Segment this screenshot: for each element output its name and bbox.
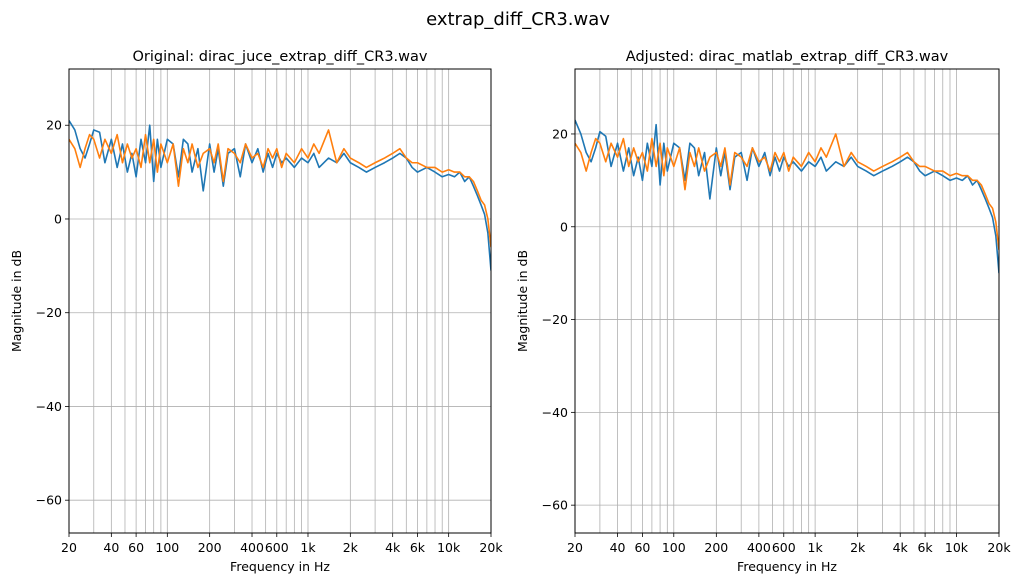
y-tick-label: −60 bbox=[36, 493, 62, 508]
right-panel: 20 40 60 100 200 400 600 1k 2k 4k 6k 10k 20k200−20−4… bbox=[515, 49, 1011, 574]
x-tick-label: 40 bbox=[103, 540, 119, 555]
x-tick-label: 60 bbox=[634, 540, 650, 555]
y-tick-label: −20 bbox=[36, 305, 62, 320]
figure-title: extrap_diff_CR3.wav bbox=[426, 9, 610, 30]
x-tick-label: 10k bbox=[437, 540, 461, 555]
x-tick-label: 20 bbox=[61, 540, 77, 555]
x-tick-label: 6k bbox=[410, 540, 426, 555]
x-tick-label: 10k bbox=[945, 540, 969, 555]
series-line-2 bbox=[575, 133, 999, 251]
left-panel: 20 40 60 100 200 400 600 1k 2k 4k 6k 10k 20k200−20−4… bbox=[9, 49, 503, 574]
x-tick-label: 2k bbox=[343, 540, 359, 555]
x-tick-label: 6k bbox=[917, 540, 933, 555]
x-tick-label: 1k bbox=[808, 540, 824, 555]
x-tick-label: 40 bbox=[610, 540, 626, 555]
x-tick-label: 4k bbox=[385, 540, 401, 555]
x-tick-label: 20k bbox=[479, 540, 503, 555]
x-tick-label: 200 bbox=[198, 540, 222, 555]
plot-area bbox=[69, 69, 491, 533]
x-tick-label: 200 bbox=[704, 540, 728, 555]
x-tick-label: 2k bbox=[850, 540, 866, 555]
y-axis-label: Magnitude in dB bbox=[515, 250, 530, 352]
x-axis-label: Frequency in Hz bbox=[230, 559, 330, 574]
x-tick-label: 60 bbox=[128, 540, 144, 555]
x-tick-label: 600 bbox=[265, 540, 289, 555]
y-tick-label: 20 bbox=[552, 126, 568, 141]
y-tick-label: −40 bbox=[36, 399, 62, 414]
x-tick-label: 400 bbox=[240, 540, 264, 555]
x-tick-label: 20k bbox=[987, 540, 1011, 555]
plot-area bbox=[575, 69, 999, 533]
x-tick-label: 600 bbox=[772, 540, 796, 555]
y-tick-label: −40 bbox=[542, 405, 568, 420]
y-axis-label: Magnitude in dB bbox=[9, 250, 24, 352]
x-tick-label: 400 bbox=[747, 540, 771, 555]
axes-frame bbox=[574, 68, 1000, 534]
y-tick-label: −20 bbox=[542, 312, 568, 327]
y-tick-label: −60 bbox=[542, 498, 568, 513]
x-tick-label: 1k bbox=[300, 540, 316, 555]
x-tick-label: 100 bbox=[662, 540, 686, 555]
axes-frame bbox=[68, 68, 492, 534]
x-tick-label: 4k bbox=[893, 540, 909, 555]
x-tick-label: 100 bbox=[155, 540, 179, 555]
x-axis-label: Frequency in Hz bbox=[737, 559, 837, 574]
panel-title: Adjusted: dirac_matlab_extrap_diff_CR3.w… bbox=[626, 49, 949, 65]
y-tick-label: 20 bbox=[46, 118, 62, 133]
y-tick-label: 0 bbox=[560, 219, 568, 234]
series-line-2 bbox=[69, 129, 491, 248]
panel-title: Original: dirac_juce_extrap_diff_CR3.wav bbox=[133, 49, 428, 65]
y-tick-label: 0 bbox=[54, 211, 62, 226]
x-tick-label: 20 bbox=[567, 540, 583, 555]
